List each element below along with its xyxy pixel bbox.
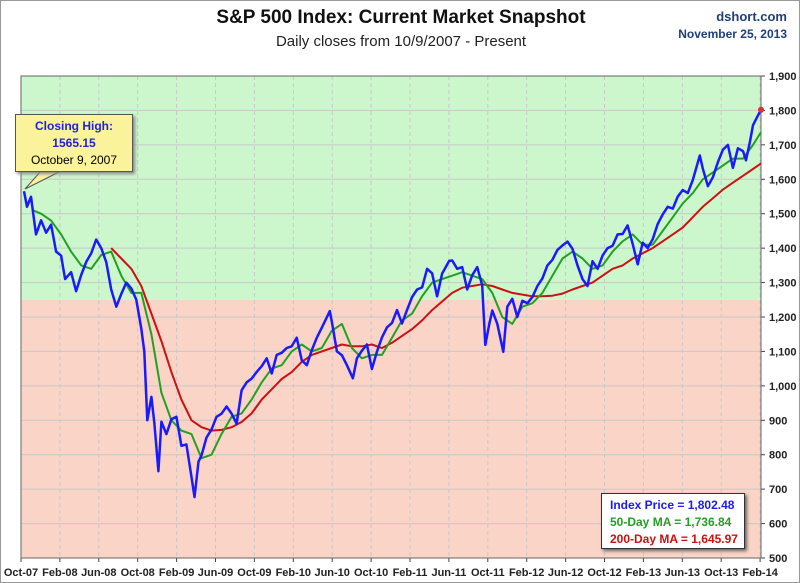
y-tick-label: 1,300 bbox=[769, 278, 797, 290]
ma50-line bbox=[32, 131, 762, 460]
closing-high-callout: Closing High: 1565.15 October 9, 2007 bbox=[15, 114, 133, 172]
y-tick-label: 700 bbox=[769, 484, 787, 496]
y-tick-label: 1,000 bbox=[769, 381, 797, 393]
x-tick-label: Oct-07 bbox=[4, 567, 38, 579]
y-tick-label: 1,800 bbox=[769, 105, 797, 117]
legend: Index Price = 1,802.48 50-Day MA = 1,736… bbox=[601, 493, 745, 549]
x-tick-label: Feb-14 bbox=[742, 567, 778, 579]
y-tick-label: 1,900 bbox=[769, 71, 797, 83]
y-tick-label: 1,600 bbox=[769, 174, 797, 186]
plot-border bbox=[20, 75, 762, 559]
y-tick-label: 1,100 bbox=[769, 346, 797, 358]
x-tick-label: Oct-09 bbox=[237, 567, 271, 579]
x-tick-label: Jun-13 bbox=[665, 567, 700, 579]
y-tick-label: 1,400 bbox=[769, 243, 797, 255]
x-tick-label: Feb-12 bbox=[509, 567, 544, 579]
x-tick-label: Oct-10 bbox=[354, 567, 388, 579]
x-tick-label: Feb-11 bbox=[393, 567, 428, 579]
y-tick-label: 900 bbox=[769, 415, 787, 427]
x-tick-label: Jun-10 bbox=[314, 567, 349, 579]
x-tick-label: Oct-11 bbox=[471, 567, 505, 579]
y-tick-label: 1,200 bbox=[769, 312, 797, 324]
ma200-line bbox=[110, 162, 762, 432]
x-tick-label: Oct-12 bbox=[587, 567, 621, 579]
x-tick-label: Feb-10 bbox=[276, 567, 311, 579]
y-tick-label: 1,500 bbox=[769, 209, 797, 221]
x-tick-label: Jun-11 bbox=[431, 567, 466, 579]
chart-title: S&P 500 Index: Current Market Snapshot bbox=[216, 7, 586, 28]
green-zone bbox=[21, 76, 761, 300]
y-tick-label: 500 bbox=[769, 553, 787, 565]
x-tick-label: Oct-08 bbox=[121, 567, 155, 579]
legend-ma50: 50-Day MA = 1,736.84 bbox=[610, 515, 732, 529]
last-price-marker bbox=[758, 106, 764, 113]
date-label: November 25, 2013 bbox=[678, 27, 787, 41]
chart-subtitle: Daily closes from 10/9/2007 - Present bbox=[275, 33, 527, 50]
y-tick-label: 1,700 bbox=[769, 140, 797, 152]
x-tick-label: Jun-09 bbox=[198, 567, 233, 579]
y-tick-label: 600 bbox=[769, 519, 787, 531]
x-tick-label: Jun-12 bbox=[548, 567, 583, 579]
x-tick-label: Feb-13 bbox=[626, 567, 661, 579]
legend-ma200: 200-Day MA = 1,645.97 bbox=[610, 532, 738, 546]
x-tick-label: Oct-13 bbox=[704, 567, 738, 579]
y-tick-label: 800 bbox=[769, 450, 787, 462]
x-tick-label: Jun-08 bbox=[81, 567, 116, 579]
price-line bbox=[22, 109, 763, 499]
callout-line1: Closing High: bbox=[35, 119, 113, 133]
x-tick-label: Feb-08 bbox=[42, 567, 77, 579]
x-tick-label: Feb-09 bbox=[159, 567, 194, 579]
callout-line2: 1565.15 bbox=[52, 136, 96, 150]
callout-line3: October 9, 2007 bbox=[30, 153, 118, 167]
legend-price: Index Price = 1,802.48 bbox=[610, 498, 735, 512]
brand-label: dshort.com bbox=[716, 9, 787, 24]
